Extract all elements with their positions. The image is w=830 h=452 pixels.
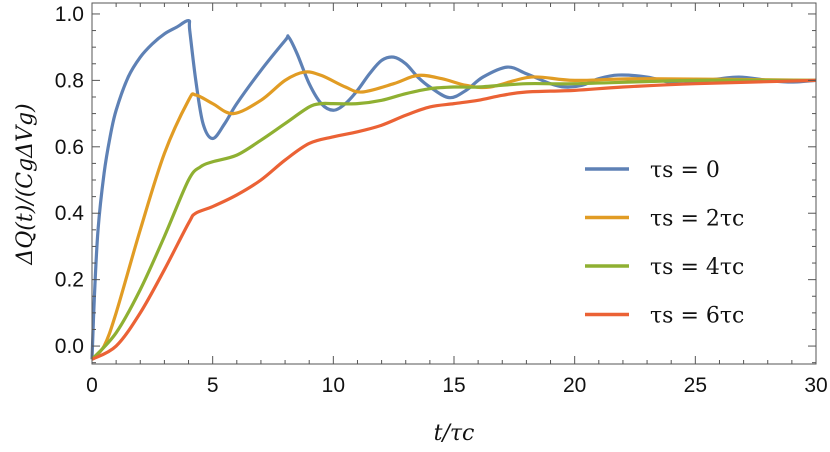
x-tick-labels: 0 5 10 15 20 25 30 xyxy=(86,374,828,397)
series-lines xyxy=(90,19,817,361)
legend-label-1: τs = 2τc xyxy=(650,207,744,232)
y-tick-label: 0.6 xyxy=(55,136,84,159)
x-axis-label: t/τc xyxy=(434,421,475,446)
series-line-2 xyxy=(90,78,817,361)
x-tick-label: 15 xyxy=(442,374,465,397)
x-tick-label: 5 xyxy=(207,374,219,397)
y-tick-label: 0.2 xyxy=(55,269,84,292)
series-line-3 xyxy=(91,78,817,361)
x-tick-label: 20 xyxy=(563,374,586,397)
axis-ticks xyxy=(91,3,817,364)
y-tick-labels: 0.0 0.2 0.4 0.6 0.8 1.0 xyxy=(55,3,85,358)
legend-label-2: τs = 4τc xyxy=(650,255,744,280)
y-tick-label: 0.8 xyxy=(55,69,84,92)
legend-label-0: τs = 0 xyxy=(650,158,720,183)
x-tick-label: 10 xyxy=(322,374,345,397)
legend: τs = 0 τs = 2τc τs = 4τc τs = 6τc xyxy=(585,158,744,329)
y-tick-label: 1.0 xyxy=(55,3,84,26)
x-tick-label: 25 xyxy=(684,374,707,397)
x-tick-label: 30 xyxy=(804,374,827,397)
y-tick-label: 0.4 xyxy=(55,202,85,225)
series-line-1 xyxy=(90,70,817,361)
y-tick-label: 0.0 xyxy=(55,335,84,358)
legend-label-3: τs = 6τc xyxy=(650,304,744,329)
x-tick-label: 0 xyxy=(86,374,98,397)
y-axis-label: ΔQ(t)/(CgΔVg) xyxy=(13,103,38,265)
